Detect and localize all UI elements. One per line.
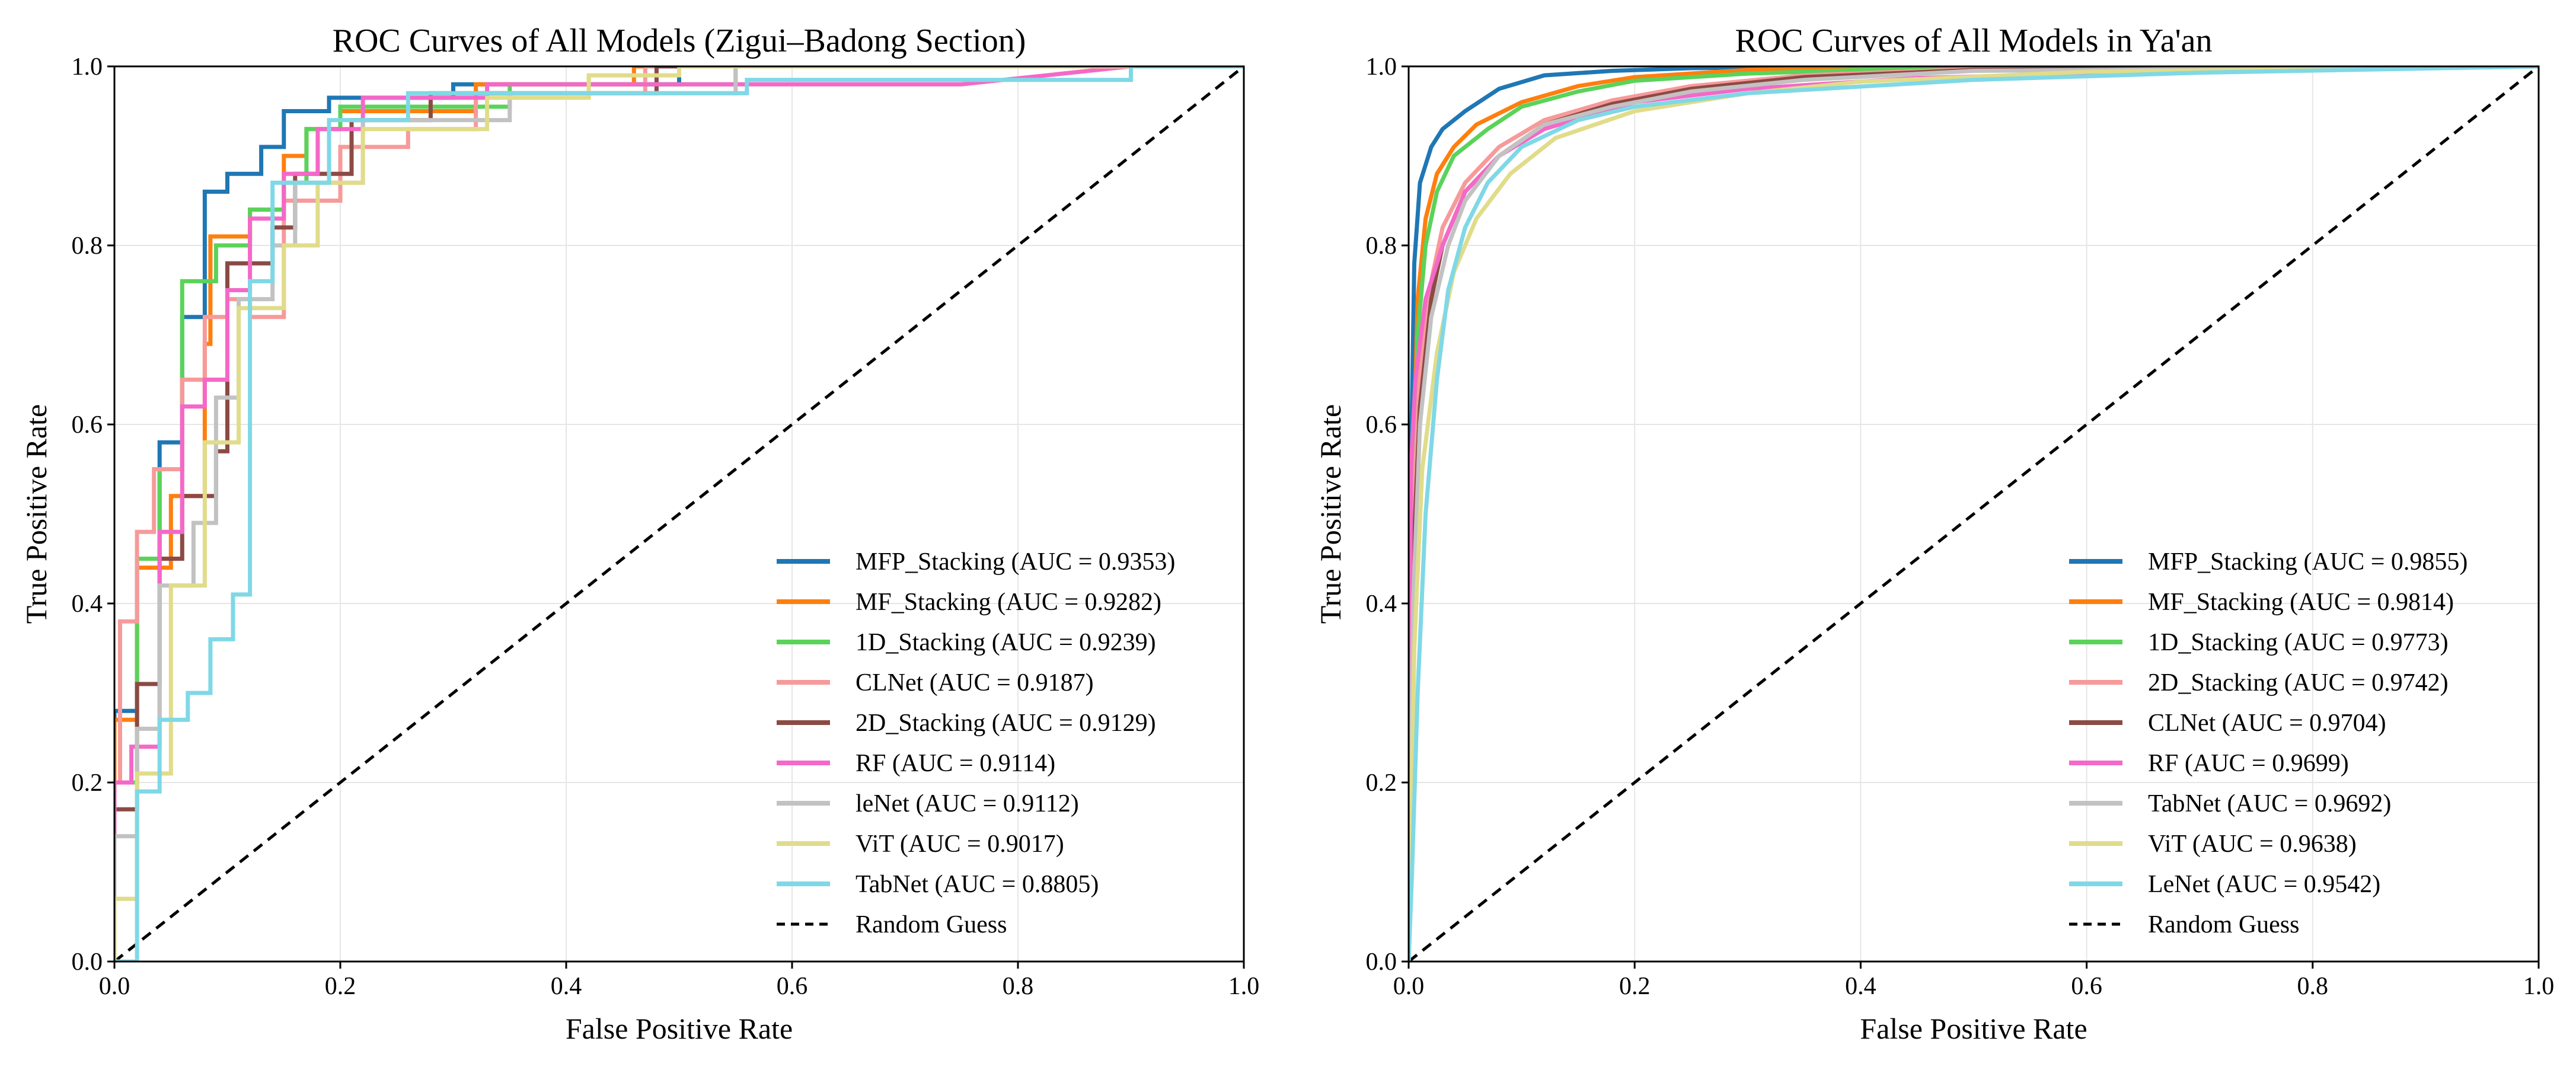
legend-label-mfp-stacking: MFP_Stacking (AUC = 0.9855)	[2148, 548, 2468, 576]
roc-figure: 0.0 0.2 0.4 0.6 0.8 1.0 0.0 0.2 0.4 0.6 0.8 1.0 ROC …	[0, 0, 2576, 1070]
legend-label-1d-stacking: 1D_Stacking (AUC = 0.9773)	[2148, 629, 2449, 656]
legend-label-lenet: LeNet (AUC = 0.9542)	[2148, 871, 2380, 898]
y-tick-label: 0.8	[72, 232, 103, 260]
legend-label-vit: ViT (AUC = 0.9017)	[856, 831, 1064, 858]
legend: MFP_Stacking (AUC = 0.9855) MF_Stacking (…	[2069, 548, 2468, 938]
y-tick-label: 0.2	[72, 769, 103, 797]
x-tick-label: 0.2	[1619, 973, 1651, 1000]
legend-label-rf: RF (AUC = 0.9699)	[2148, 750, 2349, 777]
x-tick-label: 0.6	[777, 973, 808, 1000]
x-tick-label: 1.0	[2523, 973, 2555, 1000]
x-tick-label: 0.0	[99, 973, 130, 1000]
legend-label-clnet: CLNet (AUC = 0.9704)	[2148, 710, 2386, 737]
legend-label-1d-stacking: 1D_Stacking (AUC = 0.9239)	[856, 629, 1156, 656]
x-tick-label: 0.0	[1393, 973, 1425, 1000]
legend-label-mfp-stacking: MFP_Stacking (AUC = 0.9353)	[856, 548, 1175, 576]
x-tick-label: 0.8	[1003, 973, 1034, 1000]
legend-label-mf-stacking: MF_Stacking (AUC = 0.9814)	[2148, 589, 2454, 616]
left-roc-panel: 0.0 0.2 0.4 0.6 0.8 1.0 0.0 0.2 0.4 0.6 0.8 1.0 ROC …	[20, 23, 1259, 1045]
y-tick-label: 0.6	[1366, 411, 1397, 439]
legend-label-tabnet: TabNet (AUC = 0.9692)	[2148, 790, 2391, 817]
chart-title: ROC Curves of All Models in Ya'an	[1735, 23, 2212, 59]
chart-title: ROC Curves of All Models (Zigui–Badong S…	[333, 23, 1026, 59]
x-tick-label: 0.8	[2297, 973, 2329, 1000]
y-axis-label: True Positive Rate	[20, 404, 53, 624]
x-tick-label: 1.0	[1228, 973, 1260, 1000]
legend-label-tabnet: TabNet (AUC = 0.8805)	[856, 871, 1099, 898]
legend-label-lenet: leNet (AUC = 0.9112)	[856, 790, 1079, 817]
x-tick-label: 0.4	[551, 973, 582, 1000]
y-tick-label: 1.0	[72, 53, 103, 81]
y-tick-label: 0.0	[1366, 948, 1397, 976]
legend-label-random-guess: Random Guess	[856, 911, 1007, 938]
y-tick-label: 0.2	[1366, 769, 1397, 797]
y-tick-label: 0.4	[1366, 590, 1397, 618]
x-axis-label: False Positive Rate	[566, 1012, 793, 1045]
roc-curve-rf	[1409, 71, 2200, 962]
right-roc-panel: 0.0 0.2 0.4 0.6 0.8 1.0 0.0 0.2 0.4 0.6 0.8 1.0 ROC …	[1314, 23, 2554, 1045]
legend-label-2d-stacking: 2D_Stacking (AUC = 0.9742)	[2148, 669, 2449, 697]
legend: MFP_Stacking (AUC = 0.9353) MF_Stacking (…	[777, 548, 1175, 938]
random-guess-line	[1409, 66, 2539, 962]
legend-label-mf-stacking: MF_Stacking (AUC = 0.9282)	[856, 589, 1161, 616]
x-tick-label: 0.2	[325, 973, 356, 1000]
x-tick-label: 0.6	[2071, 973, 2102, 1000]
legend-label-vit: ViT (AUC = 0.9638)	[2148, 831, 2357, 858]
y-tick-label: 0.6	[72, 411, 103, 439]
legend-label-2d-stacking: 2D_Stacking (AUC = 0.9129)	[856, 710, 1156, 737]
y-tick-label: 0.8	[1366, 232, 1397, 260]
y-tick-label: 0.4	[72, 590, 103, 618]
legend-label-random-guess: Random Guess	[2148, 911, 2300, 938]
x-axis-label: False Positive Rate	[1860, 1012, 2087, 1045]
x-tick-label: 0.4	[1845, 973, 1876, 1000]
y-tick-label: 1.0	[1366, 53, 1397, 81]
y-axis-label: True Positive Rate	[1314, 404, 1347, 624]
legend-label-rf: RF (AUC = 0.9114)	[856, 750, 1055, 777]
y-tick-label: 0.0	[72, 948, 103, 976]
legend-label-clnet: CLNet (AUC = 0.9187)	[856, 669, 1094, 697]
